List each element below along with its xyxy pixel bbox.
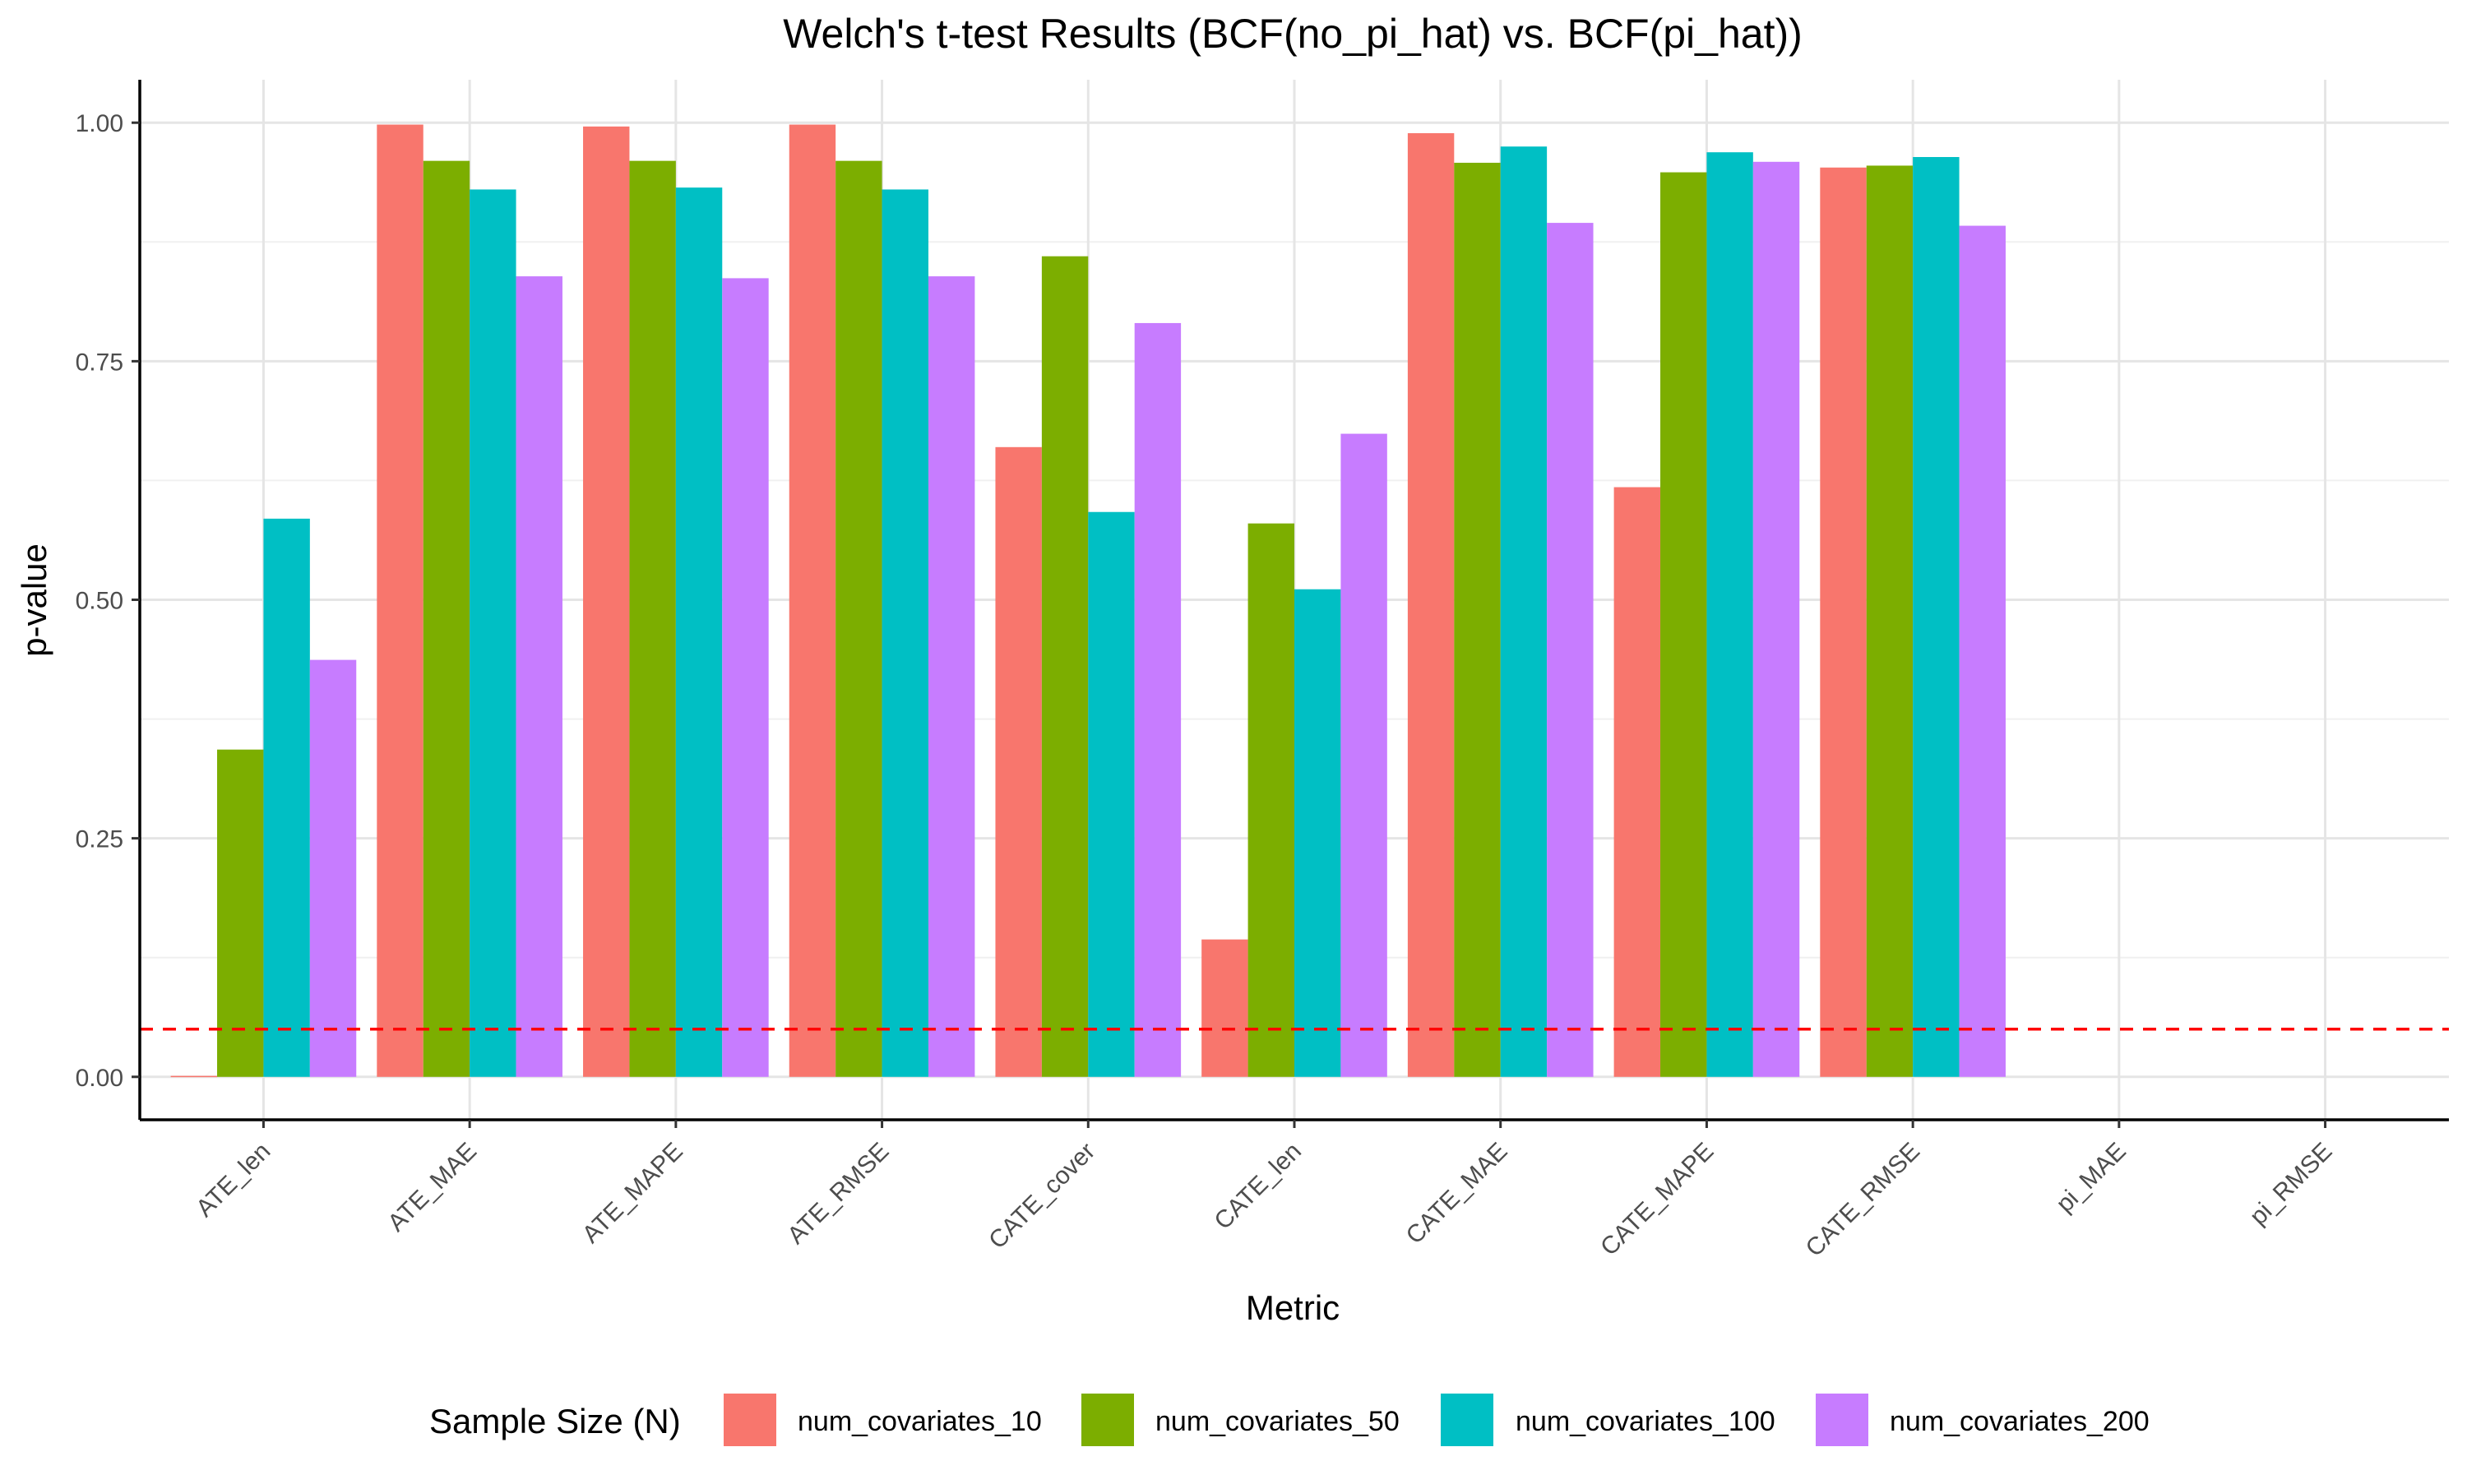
y-tick-label: 0.25 bbox=[76, 826, 123, 853]
bar-num_covariates_10-CATE_cover bbox=[995, 446, 1042, 1077]
y-axis-title: p-value bbox=[15, 543, 53, 657]
x-tick-label: ATE_RMSE bbox=[782, 1138, 894, 1250]
chart-title: Welch's t-test Results (BCF(no_pi_hat) v… bbox=[783, 11, 1803, 57]
legend-label: num_covariates_100 bbox=[1516, 1406, 1775, 1437]
bar-num_covariates_100-ATE_MAPE bbox=[675, 187, 723, 1077]
bar-num_covariates_100-CATE_cover bbox=[1088, 511, 1135, 1077]
bar-num_covariates_10-CATE_MAE bbox=[1407, 132, 1455, 1077]
x-tick-label: CATE_RMSE bbox=[1801, 1138, 1925, 1262]
bar-num_covariates_50-CATE_MAE bbox=[1454, 162, 1501, 1077]
bar-num_covariates_100-CATE_MAE bbox=[1500, 146, 1548, 1077]
legend-key-num_covariates_50 bbox=[1081, 1394, 1134, 1446]
x-tick-label: ATE_MAE bbox=[382, 1138, 482, 1237]
bar-num_covariates_200-CATE_cover bbox=[1134, 322, 1182, 1077]
bar-num_covariates_200-CATE_MAE bbox=[1547, 223, 1594, 1077]
bar-num_covariates_100-CATE_MAPE bbox=[1706, 152, 1753, 1077]
bar-num_covariates_50-CATE_MAPE bbox=[1660, 172, 1707, 1077]
legend-label: num_covariates_200 bbox=[1890, 1406, 2150, 1437]
bar-num_covariates_10-CATE_len bbox=[1201, 939, 1248, 1077]
bar-num_covariates_200-CATE_RMSE bbox=[1959, 225, 2006, 1077]
bar-num_covariates_200-ATE_MAE bbox=[516, 276, 562, 1077]
bars-layer bbox=[170, 124, 2006, 1078]
bar-num_covariates_50-CATE_len bbox=[1247, 523, 1294, 1077]
bar-num_covariates_10-CATE_RMSE bbox=[1820, 167, 1867, 1077]
x-tick-label: ATE_len bbox=[191, 1138, 275, 1223]
x-tick-label: CATE_cover bbox=[984, 1138, 1100, 1255]
bar-num_covariates_10-ATE_len bbox=[170, 1075, 218, 1078]
legend: Sample Size (N) num_covariates_10 num_cov… bbox=[429, 1394, 2150, 1446]
y-tick-label: 0.75 bbox=[76, 349, 123, 376]
bar-num_covariates_50-ATE_RMSE bbox=[835, 160, 882, 1077]
bar-num_covariates_200-CATE_len bbox=[1340, 433, 1387, 1077]
legend-label: num_covariates_50 bbox=[1155, 1406, 1400, 1437]
bar-num_covariates_100-ATE_RMSE bbox=[882, 189, 928, 1077]
x-tick-label: pi_RMSE bbox=[2245, 1138, 2338, 1231]
legend-key-num_covariates_200 bbox=[1816, 1394, 1868, 1446]
x-tick-label: CATE_MAE bbox=[1401, 1138, 1513, 1250]
bar-num_covariates_50-CATE_RMSE bbox=[1866, 165, 1914, 1077]
x-axis-title: Metric bbox=[1246, 1288, 1340, 1327]
bar-num_covariates_100-ATE_len bbox=[263, 518, 310, 1077]
x-tick-label: ATE_MAPE bbox=[577, 1138, 688, 1249]
bar-num_covariates_100-ATE_MAE bbox=[470, 189, 516, 1077]
legend-label: num_covariates_10 bbox=[798, 1406, 1042, 1437]
y-tick-label: 0.50 bbox=[76, 588, 123, 615]
bar-num_covariates_10-CATE_MAPE bbox=[1613, 487, 1661, 1077]
bar-num_covariates_50-ATE_len bbox=[217, 749, 264, 1077]
bar-num_covariates_200-ATE_len bbox=[309, 659, 357, 1077]
bar-num_covariates_100-CATE_len bbox=[1294, 589, 1341, 1077]
x-tick-label: CATE_len bbox=[1209, 1138, 1306, 1235]
y-tick-label: 0.00 bbox=[76, 1065, 123, 1092]
x-tick-label: CATE_MAPE bbox=[1595, 1138, 1719, 1261]
bar-num_covariates_200-ATE_RMSE bbox=[928, 276, 975, 1077]
bar-num_covariates_200-ATE_MAPE bbox=[722, 278, 769, 1077]
bar-num_covariates_200-CATE_MAPE bbox=[1752, 161, 1800, 1077]
bar-num_covariates_10-ATE_MAE bbox=[377, 124, 424, 1077]
legend-title: Sample Size (N) bbox=[429, 1402, 681, 1440]
bar-num_covariates_10-ATE_MAPE bbox=[583, 126, 630, 1077]
bar-num_covariates_10-ATE_RMSE bbox=[789, 124, 836, 1077]
legend-key-num_covariates_100 bbox=[1441, 1394, 1493, 1446]
y-tick-label: 1.00 bbox=[76, 110, 123, 137]
bar-num_covariates_100-CATE_RMSE bbox=[1913, 157, 1960, 1077]
x-tick-label: pi_MAE bbox=[2051, 1138, 2131, 1218]
bar-num_covariates_50-ATE_MAPE bbox=[629, 160, 676, 1077]
bar-num_covariates_50-ATE_MAE bbox=[423, 160, 470, 1077]
bar-num_covariates_50-CATE_cover bbox=[1041, 256, 1089, 1077]
legend-key-num_covariates_10 bbox=[724, 1394, 776, 1446]
